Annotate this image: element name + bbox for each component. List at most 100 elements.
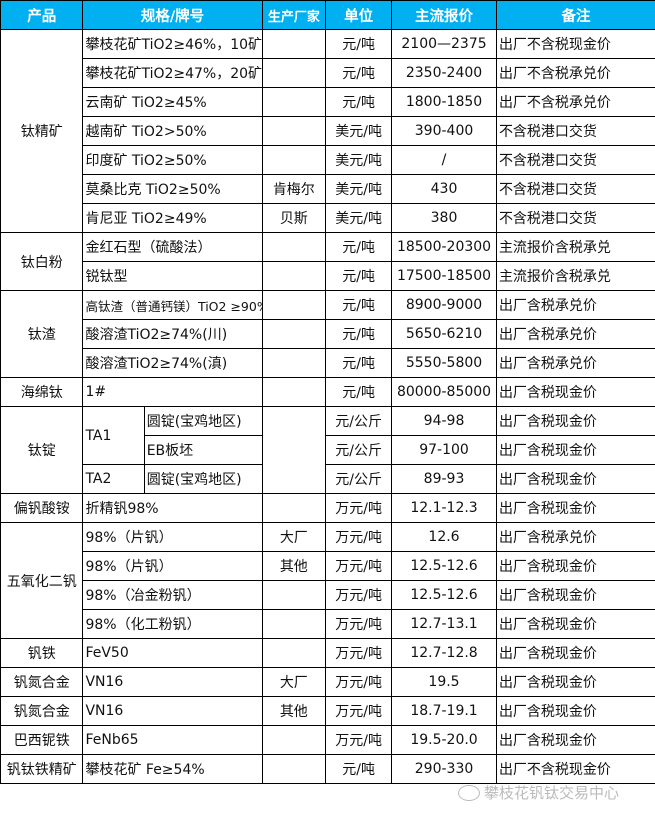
table-row: 巴西铌铁 FeNb65 万元/吨 19.5-20.0 出厂含税现金价 xyxy=(0,725,655,755)
spec-cell: 云南矿 TiO2≥45% xyxy=(82,87,263,117)
price-cell: 12.6 xyxy=(391,522,497,552)
product-cell: 钒氮合金 xyxy=(0,667,84,697)
spec-cell: 锐钛型 xyxy=(82,261,263,291)
header-price: 主流报价 xyxy=(391,0,497,30)
price-cell: 97-100 xyxy=(391,435,497,465)
table-row: 钛锭 TA1 圆锭(宝鸡地区) 元/公斤 94-98 出厂含税现金价 xyxy=(0,406,655,494)
table-row: 海绵钛 1# 元/吨 80000-85000 出厂含税现金价 xyxy=(0,377,655,407)
header-unit: 单位 xyxy=(325,0,393,30)
unit-cell: 万元/吨 xyxy=(325,696,393,726)
note-cell: 出厂不含税现金价 xyxy=(495,29,655,59)
header-note: 备注 xyxy=(495,0,655,30)
note-cell: 不含税港口交货 xyxy=(495,174,655,204)
price-cell: 390-400 xyxy=(391,116,497,146)
spec-cell: 酸溶渣TiO2≥74%(滇) xyxy=(82,348,263,378)
table-row: EB板坯 元/公斤 97-100 出厂含税现金价 xyxy=(1,435,655,465)
note-cell: 出厂含税承兑价 xyxy=(495,348,655,378)
note-cell: 出厂含税承兑价 xyxy=(495,290,655,320)
maker-cell xyxy=(261,348,327,378)
product-cell: 钛白粉 xyxy=(0,232,84,291)
unit-cell: 元/吨 xyxy=(325,232,393,262)
note-cell: 出厂不含税承兑价 xyxy=(495,58,655,88)
maker-cell xyxy=(261,377,327,407)
price-cell: 12.1-12.3 xyxy=(391,493,497,523)
spec-cell: FeNb65 xyxy=(82,725,263,755)
table-row: 印度矿 TiO2≥50% 美元/吨 / 不含税港口交货 xyxy=(1,145,655,175)
maker-cell xyxy=(261,145,327,175)
note-cell: 出厂不含税现金价 xyxy=(495,754,655,784)
note-cell: 出厂含税现金价 xyxy=(495,725,655,755)
unit-cell: 元/公斤 xyxy=(325,406,393,436)
unit-cell: 元/吨 xyxy=(325,290,393,320)
spec-cell: 攀枝花矿 Fe≥54% xyxy=(82,754,263,784)
spec-cell: 肯尼亚 TiO2≥49% xyxy=(82,203,263,233)
unit-cell: 万元/吨 xyxy=(325,725,393,755)
table-row: 莫桑比克 TiO2≥50% 肯梅尔 美元/吨 430 不含税港口交货 xyxy=(1,174,655,204)
note-cell: 出厂含税现金价 xyxy=(495,667,655,697)
maker-cell: 大厂 xyxy=(261,667,327,697)
spec-cell: 98%（片钒） xyxy=(82,522,263,552)
price-cell: 290-330 xyxy=(391,754,497,784)
note-cell: 出厂含税现金价 xyxy=(495,580,655,610)
table-row: 钒氮合金 VN16 其他 万元/吨 18.7-19.1 出厂含税现金价 xyxy=(0,696,655,726)
unit-cell: 元/吨 xyxy=(325,348,393,378)
maker-cell xyxy=(261,406,327,494)
product-cell: 钒氮合金 xyxy=(0,696,84,726)
product-cell: 海绵钛 xyxy=(0,377,84,407)
table-row: 钒氮合金 VN16 大厂 万元/吨 19.5 出厂含税现金价 xyxy=(0,667,655,697)
spec-grade-cell: TA2 xyxy=(82,464,145,494)
table-row: TA2 圆锭(宝鸡地区) 元/公斤 89-93 出厂含税现金价 xyxy=(1,464,655,494)
spec-cell: VN16 xyxy=(82,667,263,697)
unit-cell: 万元/吨 xyxy=(325,667,393,697)
table-row: 锐钛型 元/吨 17500-18500 主流报价含税承兑 xyxy=(1,261,655,291)
spec-cell: 折精钒98% xyxy=(82,493,263,523)
product-cell: 偏钒酸铵 xyxy=(0,493,84,523)
note-cell: 不含税港口交货 xyxy=(495,203,655,233)
note-cell: 出厂含税现金价 xyxy=(495,609,655,639)
table-row: 肯尼亚 TiO2≥49% 贝斯 美元/吨 380 不含税港口交货 xyxy=(1,203,655,233)
note-cell: 出厂含税现金价 xyxy=(495,406,655,436)
note-cell: 出厂含税现金价 xyxy=(495,377,655,407)
product-cell: 钛渣 xyxy=(0,290,84,378)
price-cell: 1800-1850 xyxy=(391,87,497,117)
watermark: 攀枝花钒钛交易中心 xyxy=(458,782,619,803)
maker-cell: 贝斯 xyxy=(261,203,327,233)
unit-cell: 元/吨 xyxy=(325,319,393,349)
spec-sub-cell: EB板坯 xyxy=(143,435,263,465)
wechat-icon xyxy=(458,784,480,801)
note-cell: 出厂含税现金价 xyxy=(495,638,655,668)
note-cell: 不含税港口交货 xyxy=(495,145,655,175)
table-row: 98%（冶金粉钒） 万元/吨 12.5-12.6 出厂含税现金价 xyxy=(1,580,655,610)
spec-cell: 酸溶渣TiO2≥74%(川) xyxy=(82,319,263,349)
maker-cell xyxy=(261,493,327,523)
price-cell: 89-93 xyxy=(391,464,497,494)
price-cell: 18.7-19.1 xyxy=(391,696,497,726)
note-cell: 出厂含税现金价 xyxy=(495,493,655,523)
unit-cell: 元/吨 xyxy=(325,377,393,407)
table-row: 攀枝花矿TiO2≥47%，20矿 元/吨 2350-2400 出厂不含税承兑价 xyxy=(1,58,655,88)
spec-cell: 高钛渣（普通钙镁）TiO2 ≥90% xyxy=(82,290,263,320)
table-row: 钒铁 FeV50 万元/吨 12.7-12.8 出厂含税现金价 xyxy=(0,638,655,668)
maker-cell xyxy=(261,29,327,59)
price-table: 产品 规格/牌号 生产厂家 单位 主流报价 备注 钛精矿 攀枝花矿TiO2≥46%… xyxy=(0,0,655,784)
note-cell: 主流报价含税承兑 xyxy=(495,232,655,262)
note-cell: 出厂含税现金价 xyxy=(495,551,655,581)
table-row: 越南矿 TiO2>50% 美元/吨 390-400 不含税港口交货 xyxy=(1,116,655,146)
header-product: 产品 xyxy=(0,0,84,30)
price-cell: 80000-85000 xyxy=(391,377,497,407)
price-cell: 17500-18500 xyxy=(391,261,497,291)
spec-cell: 98%（化工粉钒） xyxy=(82,609,263,639)
maker-cell: 大厂 xyxy=(261,522,327,552)
note-cell: 出厂含税承兑价 xyxy=(495,319,655,349)
spec-cell: VN16 xyxy=(82,696,263,726)
price-cell: / xyxy=(391,145,497,175)
unit-cell: 元/吨 xyxy=(325,87,393,117)
spec-cell: 98%（冶金粉钒） xyxy=(82,580,263,610)
unit-cell: 元/吨 xyxy=(325,58,393,88)
note-cell: 出厂含税现金价 xyxy=(495,435,655,465)
price-cell: 18500-20300 xyxy=(391,232,497,262)
price-cell: 430 xyxy=(391,174,497,204)
table-row: 偏钒酸铵 折精钒98% 万元/吨 12.1-12.3 出厂含税现金价 xyxy=(0,493,655,523)
price-cell: 2350-2400 xyxy=(391,58,497,88)
unit-cell: 美元/吨 xyxy=(325,145,393,175)
